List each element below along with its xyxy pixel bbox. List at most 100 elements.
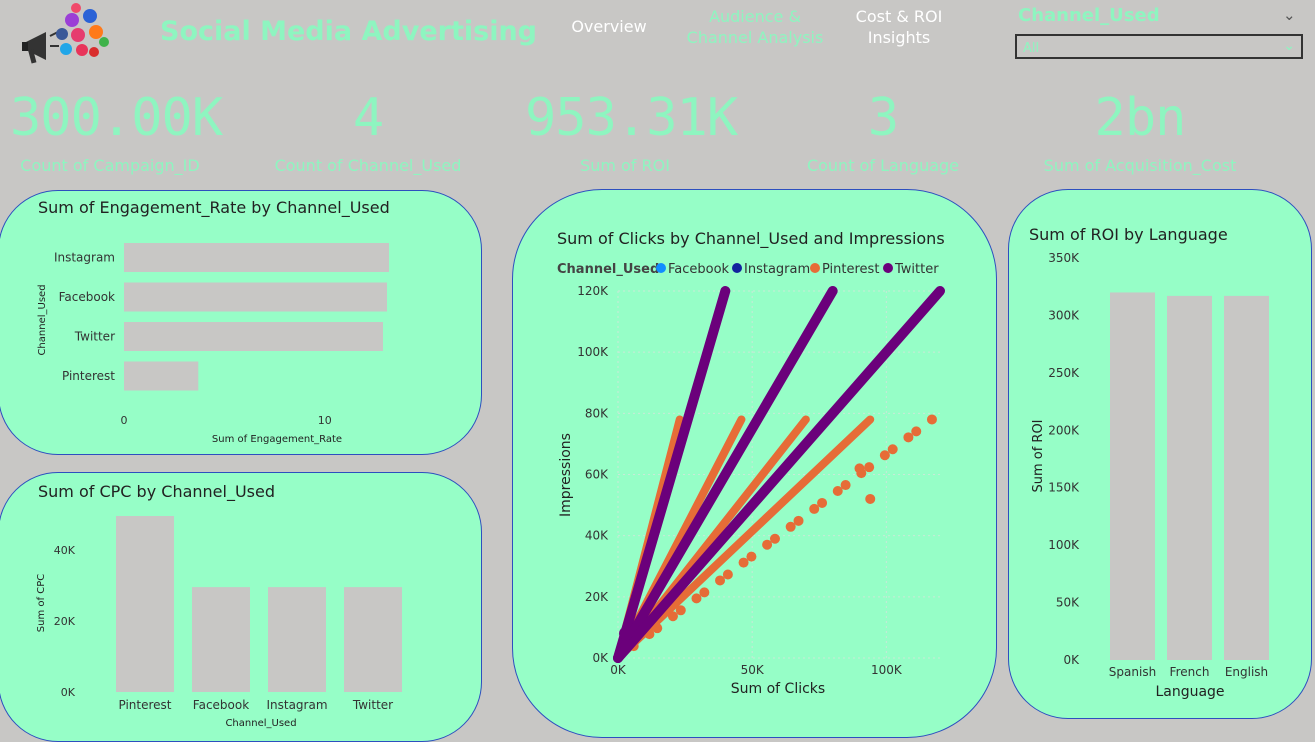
category-label: Facebook <box>193 698 249 712</box>
scatter-point <box>793 515 804 526</box>
y-tick-label: 0K <box>61 686 76 699</box>
y-axis-title: Sum of CPC <box>36 574 47 632</box>
bar <box>344 587 402 692</box>
legend-label: Twitter <box>894 262 939 277</box>
kpi-value: 953.31K <box>525 88 738 148</box>
category-label: English <box>1225 665 1268 679</box>
bar <box>1110 292 1155 660</box>
legend-marker <box>810 263 820 273</box>
y-tick-label: 250K <box>1048 366 1080 380</box>
scatter-point <box>840 480 851 491</box>
cpc-chart-card: Sum of CPC by Channel_Used Pinterest Face… <box>0 472 482 742</box>
brand-logo <box>20 2 115 70</box>
scatter-point <box>699 587 710 598</box>
bar <box>192 587 250 692</box>
x-tick-label: 10 <box>318 414 332 427</box>
bar <box>1167 295 1212 660</box>
dropdown-chevron-icon: ⌄ <box>1283 38 1295 54</box>
category-label: Twitter <box>352 698 393 712</box>
scatter-line <box>613 286 731 663</box>
scatter-point <box>903 432 914 443</box>
category-label: Pinterest <box>62 369 115 383</box>
scatter-point <box>762 539 773 550</box>
category-label: Instagram <box>266 698 327 712</box>
legend-label: Pinterest <box>822 262 879 277</box>
y-tick-label: 40K <box>54 544 76 557</box>
chart-title: Sum of Engagement_Rate by Channel_Used <box>38 198 390 217</box>
x-axis-title: Sum of Engagement_Rate <box>212 434 342 445</box>
scatter-point <box>619 626 634 641</box>
roi-chart-card: Sum of ROI by Language Spanish French Engl… <box>1008 189 1312 719</box>
scatter-point <box>722 569 733 580</box>
scatter-line <box>613 286 945 663</box>
scatter-point <box>667 611 678 622</box>
nav-audience-channel[interactable]: Audience & Channel Analysis <box>686 7 824 47</box>
y-tick-label: 0K <box>1063 653 1080 667</box>
scatter-point <box>738 557 749 568</box>
bar <box>116 516 174 692</box>
roi-bar-chart: Spanish French English 0K 50K 100K 150K 200K 250… <box>1031 251 1269 700</box>
y-tick-label: 40K <box>585 529 609 543</box>
legend-marker <box>732 263 742 273</box>
y-tick-label: 20K <box>54 615 76 628</box>
scatter-point <box>809 503 820 514</box>
scatter-point <box>675 605 686 616</box>
bar <box>124 322 383 351</box>
y-tick-label: 200K <box>1048 423 1080 437</box>
legend-label: Facebook <box>668 262 730 277</box>
nav-overview[interactable]: Overview <box>571 17 647 36</box>
y-tick-label: 120K <box>577 284 609 298</box>
category-label: Spanish <box>1109 665 1156 679</box>
scatter-point <box>746 551 757 562</box>
chart-title: Sum of Clicks by Channel_Used and Impres… <box>557 229 945 248</box>
bar <box>124 243 389 272</box>
clicks-scatter-chart: Channel_Used Facebook Instagram Pinterest Tw… <box>557 262 945 697</box>
legend-marker <box>656 263 666 273</box>
category-label: Instagram <box>54 251 115 265</box>
engagement-bar-chart: Instagram Facebook Twitter Pinterest 0 10 Sum … <box>37 243 389 445</box>
scatter-point <box>652 623 663 634</box>
scatter-point <box>832 486 843 497</box>
scatter-point <box>854 463 865 474</box>
x-tick-label: 100K <box>871 663 903 677</box>
y-tick-label: 20K <box>585 590 609 604</box>
megaphone-icon <box>22 3 109 64</box>
category-label: French <box>1170 665 1210 679</box>
scatter-point <box>864 462 875 473</box>
chart-title: Sum of CPC by Channel_Used <box>38 482 275 501</box>
y-tick-label: 50K <box>1056 596 1080 610</box>
y-tick-label: 100K <box>1048 538 1080 552</box>
engagement-chart-card: Sum of Engagement_Rate by Channel_Used I… <box>0 190 482 455</box>
y-tick-label: 100K <box>577 345 609 359</box>
scatter-point <box>691 593 702 604</box>
y-tick-label: 80K <box>585 406 609 420</box>
x-axis-title: Sum of Clicks <box>731 681 825 697</box>
scatter-point <box>911 426 922 437</box>
scatter-line <box>613 286 838 663</box>
legend-title: Channel_Used <box>557 262 659 277</box>
kpi-label: Count of Campaign_ID <box>20 156 200 175</box>
scatter-point <box>879 450 890 461</box>
y-tick-label: 0K <box>592 651 609 665</box>
x-tick-label: 0 <box>121 414 128 427</box>
chevron-down-icon[interactable]: ⌄ <box>1283 6 1296 24</box>
legend-marker <box>883 263 893 273</box>
x-tick-label: 50K <box>741 663 765 677</box>
y-axis-title: Impressions <box>558 433 574 517</box>
filter-value: All <box>1023 41 1040 56</box>
y-tick-label: 60K <box>585 468 609 482</box>
y-axis-title: Sum of ROI <box>1031 419 1046 492</box>
page-title: Social Media Advertising <box>160 16 537 47</box>
scatter-point <box>715 575 726 586</box>
x-tick-label: 0K <box>610 663 627 677</box>
category-label: Pinterest <box>118 698 171 712</box>
kpi-label: Sum of Acquisition_Cost <box>1043 156 1237 175</box>
bar <box>268 587 326 692</box>
channel-filter-dropdown[interactable]: All ⌄ <box>1015 34 1303 59</box>
category-label: Twitter <box>74 330 115 344</box>
legend-label: Instagram <box>744 262 810 277</box>
cpc-bar-chart: Pinterest Facebook Instagram Twitter 0K 20K 40… <box>36 516 402 729</box>
scatter-point <box>865 493 876 504</box>
y-tick-label: 300K <box>1048 308 1080 322</box>
nav-cost-roi[interactable]: Cost & ROI Insights <box>855 7 943 47</box>
